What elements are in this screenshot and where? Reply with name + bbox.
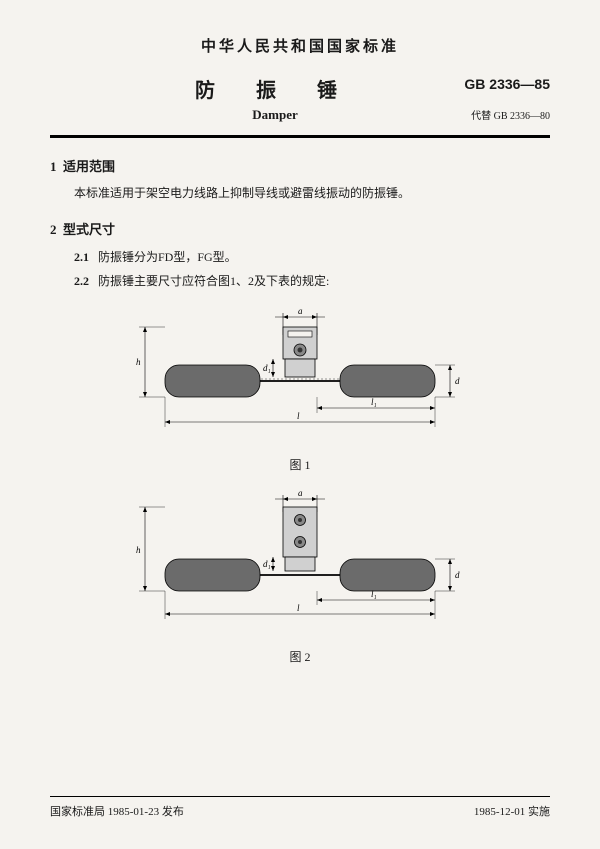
- sub-2-1-text: 防振锤分为FD型，FG型。: [98, 250, 237, 264]
- figure-1-caption: 图 1: [50, 456, 550, 473]
- fig1-dim-a: a: [298, 306, 303, 316]
- figure-2: a h d₁ d l₁: [50, 487, 550, 642]
- fig2-dim-d1: d₁: [263, 559, 271, 569]
- figure-2-svg: a h d₁ d l₁: [125, 487, 475, 637]
- divider-thick: [50, 135, 550, 138]
- section-1-title: 适用范围: [63, 159, 115, 174]
- title-cn: 防 振 锤: [50, 74, 430, 103]
- figure-2-caption: 图 2: [50, 648, 550, 665]
- code-block: GB 2336—85: [430, 74, 550, 92]
- fig1-dim-d1: d₁: [263, 363, 271, 373]
- section-1-body: 本标准适用于架空电力线路上抑制导线或避雷线振动的防振锤。: [50, 183, 550, 205]
- footer-issued: 国家标准局 1985-01-23 发布: [50, 803, 184, 819]
- sub-2-2-text: 防振锤主要尺寸应符合图1、2及下表的规定:: [98, 274, 329, 288]
- standard-code: GB 2336—85: [430, 76, 550, 92]
- fig2-dim-a: a: [298, 488, 303, 498]
- footer: 国家标准局 1985-01-23 发布 1985-12-01 实施: [50, 790, 550, 819]
- section-2-heading: 2 型式尺寸: [50, 219, 550, 238]
- fig1-dim-l: l: [297, 411, 300, 421]
- title-en: Damper: [50, 107, 430, 123]
- section-1-num: 1: [50, 159, 57, 174]
- subsection-2-2: 2.2 防振锤主要尺寸应符合图1、2及下表的规定:: [50, 270, 550, 293]
- subsection-2-1: 2.1 防振锤分为FD型，FG型。: [50, 246, 550, 269]
- fig2-dim-l1: l₁: [371, 589, 377, 599]
- footer-effective: 1985-12-01 实施: [474, 803, 550, 819]
- sub-2-2-num: 2.2: [74, 274, 89, 288]
- fig2-dim-d: d: [455, 570, 460, 580]
- subtitle-row: Damper 代替 GB 2336—80: [50, 107, 550, 123]
- figure-1-svg: a h d₁ d: [125, 305, 475, 445]
- title-row: 防 振 锤 GB 2336—85: [50, 74, 550, 103]
- sub-2-1-num: 2.1: [74, 250, 89, 264]
- footer-rule: [50, 796, 550, 797]
- fig1-dim-h: h: [136, 357, 141, 367]
- fig1-dim-d: d: [455, 376, 460, 386]
- replaces-code: 代替 GB 2336—80: [430, 107, 550, 122]
- fig2-dim-l: l: [297, 603, 300, 613]
- org-name: 中华人民共和国国家标准: [50, 35, 550, 56]
- fig2-dim-h: h: [136, 545, 141, 555]
- fig1-dim-l1: l₁: [371, 397, 377, 407]
- figure-1: a h d₁ d: [50, 305, 550, 450]
- section-1-heading: 1 适用范围: [50, 156, 550, 175]
- section-2-title: 型式尺寸: [63, 222, 115, 237]
- section-2-num: 2: [50, 222, 57, 237]
